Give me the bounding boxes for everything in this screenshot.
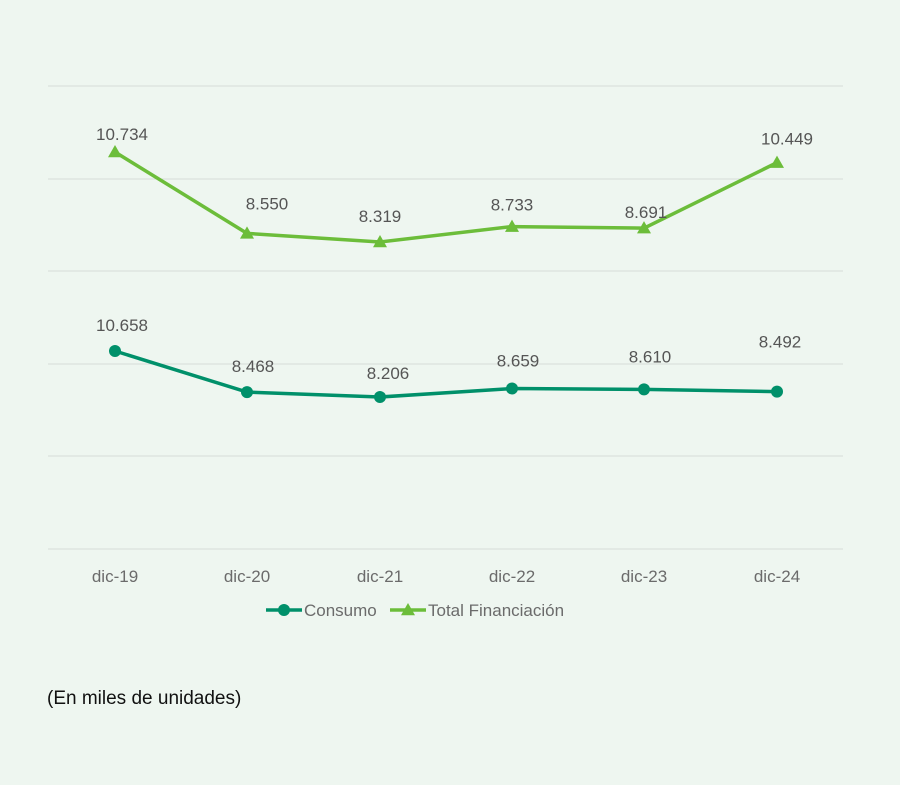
x-tick-label: dic-24 xyxy=(754,567,800,586)
data-label: 8.319 xyxy=(359,207,402,226)
x-tick-label: dic-23 xyxy=(621,567,667,586)
legend-marker xyxy=(278,604,290,616)
data-point xyxy=(108,145,122,158)
units-note: (En miles de unidades) xyxy=(47,688,242,709)
legend-label: Consumo xyxy=(304,601,377,620)
data-label: 10.734 xyxy=(96,125,148,144)
legend-item: Consumo xyxy=(266,601,377,620)
data-point xyxy=(770,155,784,168)
data-point xyxy=(374,391,386,403)
data-point xyxy=(638,383,650,396)
data-point xyxy=(241,386,253,399)
legend-marker xyxy=(401,603,415,616)
x-tick-label: dic-22 xyxy=(489,567,535,586)
data-label: 8.206 xyxy=(367,364,410,383)
data-point xyxy=(505,219,519,232)
data-label: 8.610 xyxy=(629,347,672,366)
data-point xyxy=(637,221,651,234)
data-label: 8.659 xyxy=(497,352,540,371)
series-line-total-financiacion xyxy=(113,150,779,244)
data-point xyxy=(240,226,254,239)
data-point xyxy=(109,345,121,357)
series-line-consumo xyxy=(113,349,779,399)
x-tick-label: dic-19 xyxy=(92,567,138,586)
gridlines xyxy=(48,85,843,550)
data-label: 8.733 xyxy=(491,196,534,215)
data-point xyxy=(771,385,783,398)
data-label: 8.691 xyxy=(625,203,668,222)
legend-item: Total Financiación xyxy=(390,601,564,620)
data-label: 8.468 xyxy=(232,357,275,376)
data-label: 10.449 xyxy=(761,130,813,149)
legend-label: Total Financiación xyxy=(428,601,564,620)
data-point xyxy=(506,382,518,395)
data-point xyxy=(373,235,387,248)
series-markers xyxy=(108,145,784,403)
x-tick-label: dic-21 xyxy=(357,567,403,586)
series-lines xyxy=(113,150,779,399)
data-labels: 10.658 8.468 8.206 8.659 8.610 8.492 10.734 8.5… xyxy=(96,125,813,383)
x-axis-tick-labels: dic-19 dic-20 dic-21 dic-22 dic-23 dic-24 xyxy=(92,567,800,586)
x-tick-label: dic-20 xyxy=(224,567,270,586)
legend: Consumo Total Financiación xyxy=(266,601,564,620)
data-label: 10.658 xyxy=(96,316,148,335)
data-label: 8.550 xyxy=(246,194,289,213)
line-chart: 10.658 8.468 8.206 8.659 8.610 8.492 10.734 8.5… xyxy=(48,85,843,620)
data-label: 8.492 xyxy=(759,333,802,352)
